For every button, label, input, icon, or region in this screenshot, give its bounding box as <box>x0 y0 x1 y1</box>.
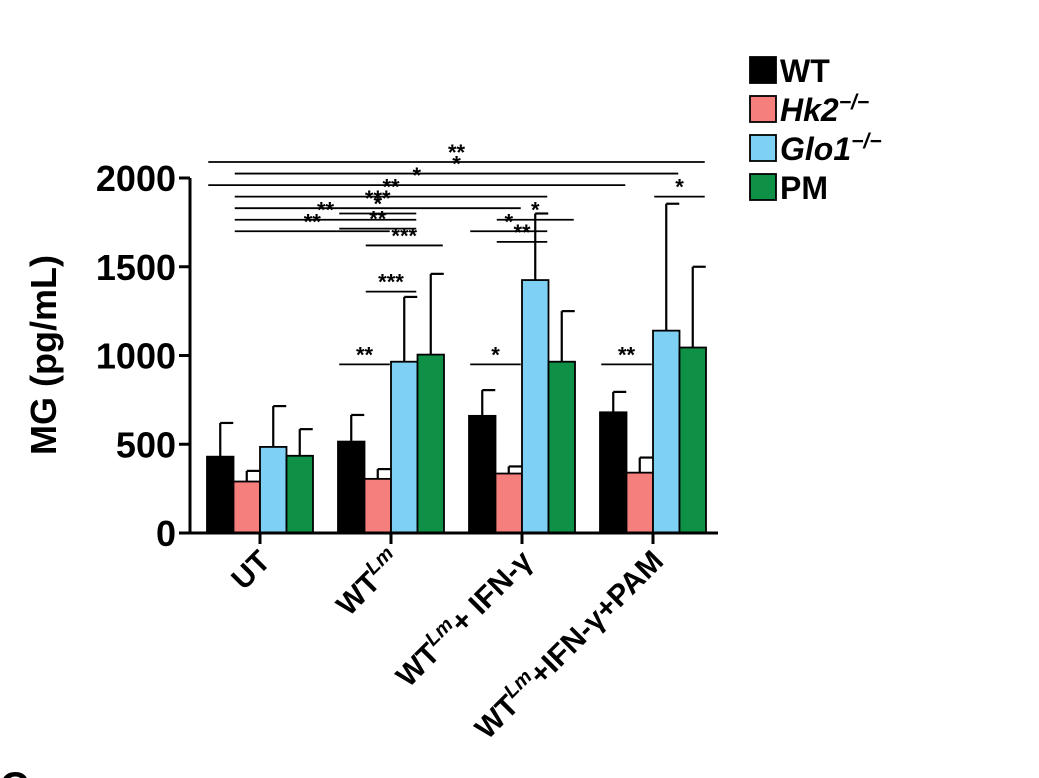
legend-label: Glo1−/− <box>780 130 882 167</box>
significance-bracket-10: * <box>654 175 705 200</box>
legend-swatch <box>749 95 777 123</box>
y-tick-label-1500: 1500 <box>96 247 176 288</box>
bar-hk2-0 <box>232 480 261 534</box>
y-tick-label-0: 0 <box>156 513 176 554</box>
x-tick-label-1: WTLm <box>328 542 408 622</box>
significance-label: *** <box>378 270 404 295</box>
error-bar-wt-2 <box>481 389 496 416</box>
significance-label: * <box>491 342 500 367</box>
error-bar-wt-3 <box>612 390 627 413</box>
significance-label: ** <box>382 175 400 200</box>
error-bar-hk2-3 <box>638 456 653 473</box>
significance-bracket-2: * <box>208 163 626 188</box>
significance-annotations: ************* ** ************** * ** <box>208 140 705 367</box>
bar-pm-1 <box>416 353 445 534</box>
legend-swatch <box>749 173 777 201</box>
error-bar-glo1-1 <box>403 295 418 362</box>
significance-bracket-1: * <box>234 152 679 177</box>
significance-label: ** <box>304 209 322 234</box>
significance-bracket-0: ** <box>208 140 705 165</box>
significance-bracket-11: * <box>339 192 417 217</box>
significance-bracket-6: ** <box>234 209 390 234</box>
significance-label: ** <box>618 342 636 367</box>
significance-label: * <box>452 152 461 177</box>
significance-label: * <box>531 198 540 223</box>
bar-wt-1 <box>337 440 366 534</box>
significance-label: * <box>412 163 421 188</box>
error-bar-pm-2 <box>560 310 575 362</box>
significance-bracket-17: ** <box>601 342 652 367</box>
y-tick-label-1000: 1000 <box>96 336 176 377</box>
bar-pm-2 <box>547 360 576 534</box>
bar-wt-2 <box>468 414 497 534</box>
significance-bracket-3: ** <box>234 175 548 200</box>
significance-bracket-16: * <box>470 342 521 367</box>
bars <box>206 279 707 534</box>
error-bar-glo1-0 <box>272 404 287 447</box>
significance-label: * <box>504 209 513 234</box>
significance-bracket-12: ** <box>339 207 417 232</box>
significance-label: ** <box>448 140 466 165</box>
y-tick-label-500: 500 <box>116 424 176 465</box>
significance-bracket-14: *** <box>365 270 417 295</box>
panel-label: C <box>0 765 29 778</box>
legend-item-wt: WT <box>749 53 830 89</box>
y-axis-title: MG (pg/mL) <box>23 255 64 455</box>
significance-label: * <box>373 192 382 217</box>
significance-label: ** <box>317 198 335 223</box>
significance-label: * <box>675 175 684 200</box>
error-bar-pm-0 <box>298 428 313 456</box>
bar-hk2-3 <box>625 471 654 534</box>
legend-label: WT <box>780 53 830 89</box>
legend-swatch <box>749 134 777 162</box>
significance-label: ** <box>356 342 374 367</box>
significance-label: ** <box>513 220 531 245</box>
error-bar-hk2-1 <box>376 468 391 479</box>
bar-wt-0 <box>206 455 235 534</box>
bar-hk2-1 <box>363 477 392 534</box>
bar-glo1-2 <box>521 279 550 534</box>
significance-bracket-15: ** <box>339 342 390 367</box>
y-axis: 0 500 1000 1500 2000 <box>96 158 192 554</box>
error-bar-hk2-0 <box>245 469 260 482</box>
legend-item-hk2: Hk2−/− <box>749 91 869 128</box>
bar-glo1-0 <box>259 446 288 534</box>
x-axis <box>190 531 718 544</box>
error-bar-pm-3 <box>691 265 706 348</box>
legend-label: Hk2−/− <box>780 91 869 128</box>
error-bar-hk2-2 <box>507 465 522 474</box>
bar-pm-0 <box>285 454 314 534</box>
y-tick-label-2000: 2000 <box>96 158 176 199</box>
error-bar-glo1-3 <box>665 202 680 331</box>
error-bar-wt-0 <box>219 421 234 457</box>
significance-label: *** <box>365 186 391 211</box>
legend-swatch <box>749 56 777 84</box>
x-tick-label-0: UT <box>225 545 277 597</box>
legend-label: PM <box>780 170 828 206</box>
bar-glo1-3 <box>652 329 681 534</box>
significance-bracket-13: *** <box>365 223 443 248</box>
error-bar-pm-1 <box>429 272 444 355</box>
bar-hk2-2 <box>494 472 523 534</box>
legend-item-glo1: Glo1−/− <box>749 130 882 167</box>
bar-pm-3 <box>678 346 707 534</box>
significance-label: ** <box>369 207 387 232</box>
legend-item-pm: PM <box>749 170 828 206</box>
bar-glo1-1 <box>390 360 419 534</box>
significance-label: *** <box>391 223 417 248</box>
significance-bracket-5: ** <box>234 198 417 223</box>
significance-bracket-9: ** <box>496 220 548 245</box>
error-bar-wt-1 <box>350 413 365 442</box>
error-bars <box>219 202 706 482</box>
bar-wt-3 <box>599 411 628 534</box>
error-bar-glo1-2 <box>534 212 549 281</box>
significance-bracket-4: *** <box>234 186 521 211</box>
